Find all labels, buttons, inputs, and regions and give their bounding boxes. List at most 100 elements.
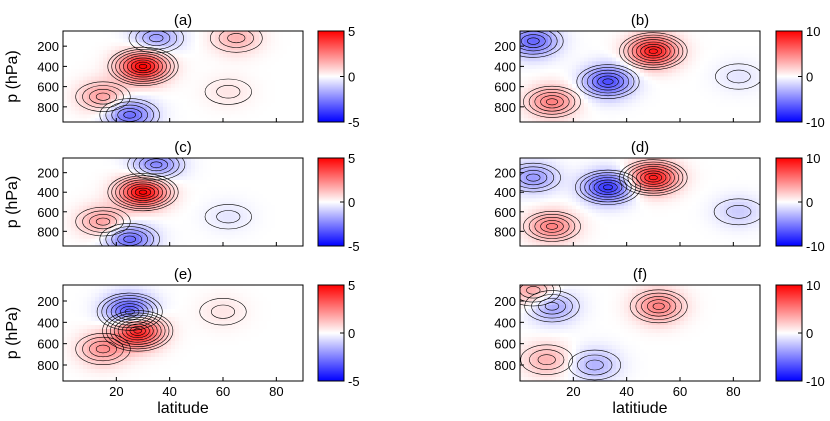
heatmap-cell <box>636 76 641 81</box>
heatmap-cell <box>744 110 749 115</box>
heatmap-cell <box>720 103 725 108</box>
heatmap-cell <box>255 209 260 214</box>
colorbar-tick-label: 0 <box>348 195 355 210</box>
contour-line <box>99 98 160 122</box>
heatmap-cell <box>299 187 304 192</box>
heatmap-cell <box>556 80 561 85</box>
heatmap-cell <box>267 34 272 39</box>
heatmap-cell <box>628 106 633 112</box>
heatmap-cell <box>748 61 753 66</box>
heatmap-cell <box>139 95 144 100</box>
heatmap-cell <box>592 118 597 123</box>
heatmap-cell <box>87 46 92 51</box>
heatmap-cell <box>83 216 88 221</box>
heatmap-cell <box>548 103 553 108</box>
heatmap-cell <box>135 194 140 199</box>
heatmap-cell <box>203 202 208 207</box>
heatmap-cell <box>227 65 232 70</box>
heatmap-cell <box>275 161 280 166</box>
heatmap-cell <box>99 202 104 207</box>
heatmap-cell <box>580 224 585 229</box>
heatmap-cell <box>524 72 529 77</box>
heatmap-cell <box>247 183 252 188</box>
heatmap-cell <box>700 72 705 77</box>
heatmap-cell <box>752 106 757 112</box>
heatmap-cell <box>295 68 300 74</box>
heatmap-cell <box>287 42 292 47</box>
heatmap-cell <box>167 106 172 112</box>
heatmap-cell <box>688 99 693 104</box>
heatmap-cell <box>704 103 709 108</box>
heatmap-cell <box>283 205 288 210</box>
heatmap-cell <box>664 72 669 77</box>
heatmap-cell <box>131 165 136 170</box>
heatmap-cell <box>283 191 288 196</box>
heatmap-cell <box>279 61 284 66</box>
heatmap-cell <box>520 242 525 247</box>
heatmap-cell <box>99 31 104 36</box>
heatmap-cell <box>684 38 689 43</box>
heatmap-cell <box>207 227 212 232</box>
heatmap-cell <box>560 68 565 74</box>
heatmap-cell <box>744 76 749 81</box>
contour-line <box>576 64 640 99</box>
heatmap-cell <box>67 61 72 66</box>
heatmap-cell <box>175 53 180 58</box>
heatmap-cell <box>696 76 701 81</box>
heatmap-cell <box>215 209 220 214</box>
heatmap-cell <box>636 38 641 43</box>
heatmap-cell <box>167 42 172 47</box>
heatmap-cell <box>63 165 68 170</box>
heatmap-cell <box>219 42 224 47</box>
heatmap-cell <box>712 76 717 81</box>
heatmap-cell <box>103 91 108 96</box>
heatmap-cell <box>107 49 112 55</box>
heatmap-cell <box>199 231 204 236</box>
heatmap-cell <box>299 194 304 199</box>
heatmap-cell <box>139 76 144 81</box>
heatmap-cell <box>87 198 92 203</box>
y-axis-label: p (hPa) <box>4 50 21 102</box>
heatmap-cell <box>163 91 168 96</box>
heatmap-cell <box>572 95 577 100</box>
heatmap-cell <box>151 65 156 70</box>
heatmap-cell <box>203 172 208 177</box>
heatmap-cell <box>608 91 613 96</box>
heatmap-cell <box>624 53 629 58</box>
heatmap-cell <box>640 53 645 58</box>
heatmap-cell <box>528 213 533 218</box>
heatmap-cell <box>115 34 120 39</box>
heatmap-cell <box>520 205 525 210</box>
heatmap-cell <box>255 53 260 58</box>
heatmap-cell <box>752 46 757 51</box>
heatmap-cell <box>532 158 537 163</box>
heatmap-cell <box>620 110 625 115</box>
heatmap-cell <box>656 99 661 104</box>
heatmap-cell <box>560 227 565 232</box>
heatmap-cell <box>576 34 581 39</box>
heatmap-cell <box>612 87 617 93</box>
heatmap-cell <box>728 42 733 47</box>
heatmap-cell <box>536 80 541 85</box>
contour-line <box>623 34 684 68</box>
heatmap-cell <box>592 161 597 166</box>
heatmap-cell <box>295 191 300 196</box>
heatmap-cell <box>704 106 709 112</box>
heatmap-cell <box>740 72 745 77</box>
heatmap-cell <box>267 176 272 181</box>
heatmap-cell <box>131 99 136 104</box>
heatmap-cell <box>195 198 200 203</box>
heatmap-cell <box>87 91 92 96</box>
heatmap-cell <box>199 46 204 51</box>
heatmap-cell <box>171 224 176 229</box>
heatmap-cell <box>227 110 232 115</box>
heatmap-cell <box>219 99 224 104</box>
heatmap-cell <box>95 65 100 70</box>
heatmap-cell <box>536 198 541 203</box>
heatmap-cell <box>552 61 557 66</box>
heatmap-cell <box>576 194 581 199</box>
heatmap-cell <box>279 176 284 181</box>
heatmap-cell <box>612 53 617 58</box>
heatmap-cell <box>692 61 697 66</box>
heatmap-cell <box>291 187 296 192</box>
